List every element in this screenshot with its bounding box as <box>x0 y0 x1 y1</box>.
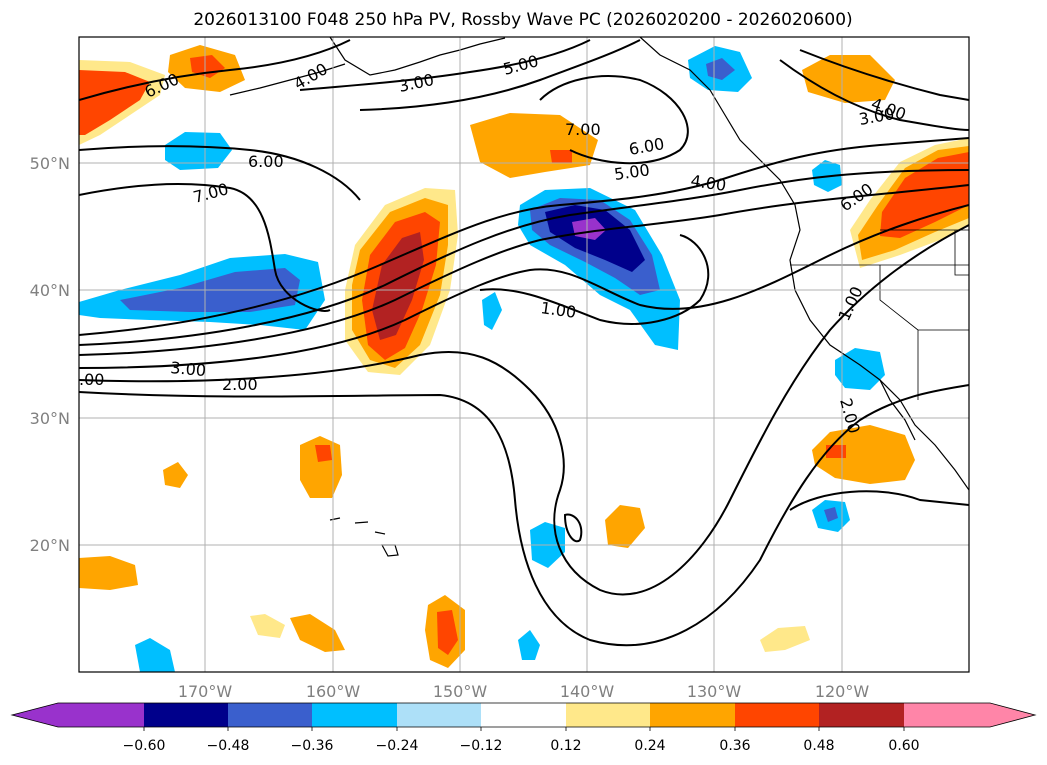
lat-axis: 20°N 30°N 40°N 50°N <box>30 154 70 555</box>
positive-anomaly-west-edge <box>79 556 138 590</box>
contour-label: 3.00 <box>170 358 207 380</box>
colorbar-label: 0.48 <box>803 738 834 754</box>
lat-tick-label: 50°N <box>30 154 70 173</box>
positive-anomaly-gulf-of-alaska-core <box>550 150 572 163</box>
positive-anomaly-small-160w-south <box>290 614 345 652</box>
colorbar-segment <box>650 703 735 727</box>
positive-anomaly-small-158w-core <box>315 445 332 462</box>
pv-contour-11 <box>299 39 591 91</box>
pv-contour-4 <box>79 204 969 369</box>
colorbar-label: −0.60 <box>123 738 166 754</box>
lat-tick-label: 30°N <box>30 409 70 428</box>
positive-anomaly-canada-north <box>802 55 895 103</box>
lon-tick-label: 130°W <box>687 682 742 701</box>
negative-anomaly-trough-core <box>572 218 606 240</box>
positive-anomaly-central-pacific-core <box>372 232 424 340</box>
map-panel: 6.00 4.00 3.00 5.00 7.00 6.00 5.00 4.00 … <box>79 37 969 672</box>
pv-contour-15 <box>799 49 969 101</box>
positive-anomaly-northwest-us-red <box>880 152 969 238</box>
negative-anomaly-small-170w-south <box>135 638 175 672</box>
lon-tick-label: 170°W <box>178 682 233 701</box>
contour-labels: 6.00 4.00 3.00 5.00 7.00 6.00 5.00 4.00 … <box>79 51 909 435</box>
lon-tick-label: 140°W <box>560 682 615 701</box>
pv-contour-17 <box>789 490 969 511</box>
positive-anomaly-small-125w-south <box>760 626 810 652</box>
positive-anomaly-small-165w-south <box>250 614 285 638</box>
contour-label: 2.00 <box>222 375 258 394</box>
colorbar-segment <box>566 703 650 727</box>
lon-tick-label: 120°W <box>815 682 870 701</box>
contour-label: .00 <box>79 370 104 389</box>
pv-contour-8 <box>79 183 331 312</box>
positive-anomaly-small-152w-core <box>437 610 458 655</box>
contour-label: 6.00 <box>248 152 284 171</box>
colorbar-label: 0.36 <box>719 738 750 754</box>
pv-contour-7 <box>479 234 710 325</box>
pv-contour-10 <box>79 39 351 101</box>
gridlines <box>79 37 969 672</box>
colorbar-label: 0.24 <box>634 738 665 754</box>
negative-anomaly-california <box>835 348 885 390</box>
positive-anomaly-small-165w <box>163 462 188 488</box>
negative-anomaly-north-pacific-small <box>165 132 232 170</box>
pv-contour-16 <box>563 513 583 543</box>
colorbar-label: −0.12 <box>460 738 503 754</box>
negative-anomaly-small-145w-south <box>518 630 540 660</box>
negative-anomaly-small-38n <box>482 292 502 330</box>
lon-tick-label: 160°W <box>306 682 361 701</box>
colorbar-max-extension <box>990 703 1035 727</box>
pv-contour-3 <box>79 184 969 356</box>
colorbar-segment <box>481 703 566 727</box>
lon-axis: 170°W 160°W 150°W 140°W 130°W 120°W <box>178 682 870 701</box>
hawaii-islands <box>329 517 399 557</box>
coastlines <box>229 37 969 557</box>
colorbar-label: −0.48 <box>207 738 250 754</box>
colorbar-segment <box>397 703 481 727</box>
negative-anomaly-small-22n-core <box>824 507 838 522</box>
positive-anomaly-small-158w <box>300 436 342 498</box>
pv-contour-5 <box>79 224 969 596</box>
pv-contours <box>79 39 969 647</box>
positive-anomaly-small-137w <box>605 505 645 548</box>
colorbar-segment <box>819 703 904 727</box>
colorbar-segment <box>904 703 990 727</box>
baja-coast <box>879 379 916 441</box>
contour-label: 5.00 <box>613 160 651 184</box>
colorbar-outline <box>10 702 1037 728</box>
lon-tick-label: 150°W <box>433 682 488 701</box>
border-states <box>879 229 969 400</box>
colorbar-segment <box>312 703 397 727</box>
lat-tick-label: 20°N <box>30 536 70 555</box>
colorbar-label: 0.60 <box>888 738 919 754</box>
pv-contour-13 <box>539 75 689 165</box>
contour-label: 7.00 <box>565 120 601 139</box>
colorbar-label: −0.24 <box>376 738 419 754</box>
pv-contour-12 <box>359 39 641 111</box>
pv-contour-2 <box>79 169 969 346</box>
contour-label: 1.00 <box>539 298 577 322</box>
colorbar-segment <box>58 703 144 727</box>
map-frame <box>78 36 970 673</box>
pv-contour-9 <box>79 145 361 201</box>
colorbar-segment <box>228 703 312 727</box>
colorbar-label: 0.12 <box>550 738 581 754</box>
figure-title: 2026013100 F048 250 hPa PV, Rossby Wave … <box>193 10 852 30</box>
positive-anomaly-baja-core <box>826 445 846 458</box>
contour-label: 4.00 <box>689 171 727 195</box>
pv-contour-1 <box>79 137 969 336</box>
colorbar-min-extension <box>12 703 58 727</box>
colorbar-segment <box>735 703 819 727</box>
negative-anomaly-alaska-core <box>706 58 735 80</box>
alaska-islands <box>229 63 346 96</box>
colorbar-segment <box>144 703 228 727</box>
colorbar-ticks <box>143 727 905 731</box>
colorbar-label: −0.36 <box>291 738 334 754</box>
pv-contour-14 <box>779 59 969 131</box>
panhandle-coast <box>639 37 969 491</box>
alaska-coast <box>329 37 506 76</box>
colorbar: −0.60 −0.48 −0.36 −0.24 −0.12 0.12 0.24 … <box>10 702 1037 754</box>
lat-tick-label: 40°N <box>30 281 70 300</box>
pv-contour-6 <box>79 384 969 647</box>
